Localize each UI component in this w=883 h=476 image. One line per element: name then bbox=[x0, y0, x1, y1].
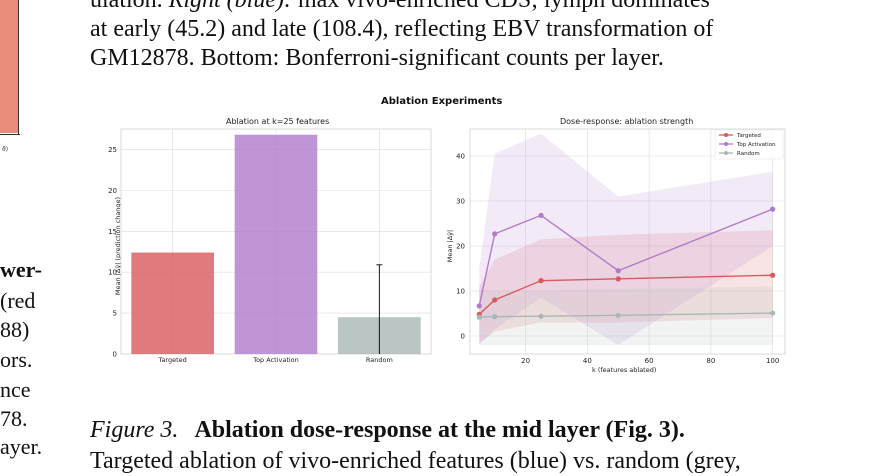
line-xtick-label: 100 bbox=[766, 357, 779, 365]
point-targeted bbox=[492, 297, 498, 303]
caption-line-3: GM12878. Bottom: Bonferroni-significant … bbox=[90, 45, 664, 71]
legend-label: Random bbox=[737, 151, 760, 157]
left-text-line-4: ors. bbox=[0, 347, 33, 372]
figure-title: Ablation Experiments bbox=[381, 96, 503, 107]
figure-caption-title: Figure 3. Ablation dose-response at the … bbox=[90, 415, 685, 445]
left-text-line-3: 88) bbox=[0, 317, 30, 342]
line-xtick-label: 80 bbox=[706, 357, 715, 365]
bar-ytick-label: 10 bbox=[108, 269, 117, 277]
band-top-activation bbox=[479, 133, 773, 345]
line-ytick-label: 20 bbox=[456, 243, 465, 251]
caption-line-1: ulation. Right (blue): max vivo-enriched… bbox=[90, 0, 710, 14]
point-random bbox=[492, 314, 498, 320]
bar-ytick-label: 5 bbox=[113, 310, 117, 318]
left-text-line-7: ayer. bbox=[0, 434, 43, 459]
legend-marker bbox=[724, 133, 728, 137]
left-text-line-1: wer- bbox=[0, 257, 42, 282]
line-xtick-label: 60 bbox=[645, 357, 654, 365]
point-top-activation bbox=[770, 206, 776, 212]
bar-ytick-label: 25 bbox=[108, 146, 117, 154]
bar-ytick-label: 0 bbox=[113, 351, 117, 359]
point-random bbox=[770, 310, 776, 316]
point-targeted bbox=[538, 278, 544, 284]
point-targeted bbox=[770, 272, 776, 278]
point-top-activation bbox=[492, 231, 498, 237]
bar-ytick-label: 15 bbox=[108, 228, 117, 236]
left-figure-tick-fragment: ϑ) bbox=[2, 146, 9, 153]
bar-xtick-label: Targeted bbox=[158, 356, 187, 364]
left-text-line-6: 78. bbox=[0, 406, 28, 431]
bar-xtick-label: Top Activation bbox=[252, 356, 299, 364]
ablation-bar-chart: 0 5 10 15 20 25 Targeted Top Activation Random bbox=[108, 128, 432, 364]
legend-marker bbox=[724, 142, 728, 146]
left-text-line-5: nce bbox=[0, 377, 31, 402]
line-ytick-label: 30 bbox=[456, 198, 465, 206]
left-chart-title: Ablation at k=25 features bbox=[226, 117, 330, 126]
caption-line-2: at early (45.2) and late (108.4), reflec… bbox=[90, 16, 714, 42]
line-xtick-label: 40 bbox=[583, 357, 592, 365]
figure-label: Figure 3. bbox=[90, 417, 179, 443]
point-random bbox=[615, 312, 621, 318]
line-series-group bbox=[476, 133, 776, 345]
legend-marker bbox=[724, 151, 728, 155]
point-random bbox=[476, 314, 482, 320]
point-random bbox=[538, 313, 544, 319]
caption-line-1-part-a: ulation. bbox=[90, 0, 169, 13]
dose-response-line-chart: 0 10 20 30 40 20 40 60 80 100 Targeted Top Activati… bbox=[456, 128, 786, 365]
legend-label: Targeted bbox=[736, 133, 761, 139]
line-ytick-label: 10 bbox=[456, 288, 465, 296]
point-top-activation bbox=[538, 212, 544, 218]
left-figure-bar-fragment bbox=[0, 0, 18, 133]
caption-line-1-part-c: max vivo-enriched CDS; lymph dominates bbox=[291, 0, 710, 13]
legend-label: Top Activation bbox=[736, 142, 776, 148]
left-figure-axis-fragment bbox=[18, 0, 19, 135]
point-top-activation bbox=[615, 268, 621, 274]
figure-bold-title: Ablation dose-response at the mid layer … bbox=[194, 417, 685, 443]
line-xtick-label: 20 bbox=[521, 357, 530, 365]
bar-ytick-label: 20 bbox=[108, 187, 117, 195]
figure-caption-line-2: Targeted ablation of vivo-enriched featu… bbox=[90, 448, 741, 474]
line-ytick-label: 40 bbox=[456, 153, 465, 161]
bar-top-activation bbox=[234, 134, 318, 354]
right-chart-xlabel: k (features ablated) bbox=[592, 366, 657, 374]
left-text-line-2: (red bbox=[0, 288, 36, 313]
bar-xtick-label: Random bbox=[366, 356, 393, 364]
point-top-activation bbox=[476, 303, 482, 309]
caption-line-1-italic: Right (blue): bbox=[168, 0, 292, 13]
bar-targeted bbox=[131, 252, 214, 354]
left-figure-axis-baseline bbox=[0, 134, 20, 135]
point-targeted bbox=[615, 276, 621, 282]
line-ytick-label: 0 bbox=[461, 333, 465, 341]
right-chart-title: Dose-response: ablation strength bbox=[560, 117, 694, 126]
